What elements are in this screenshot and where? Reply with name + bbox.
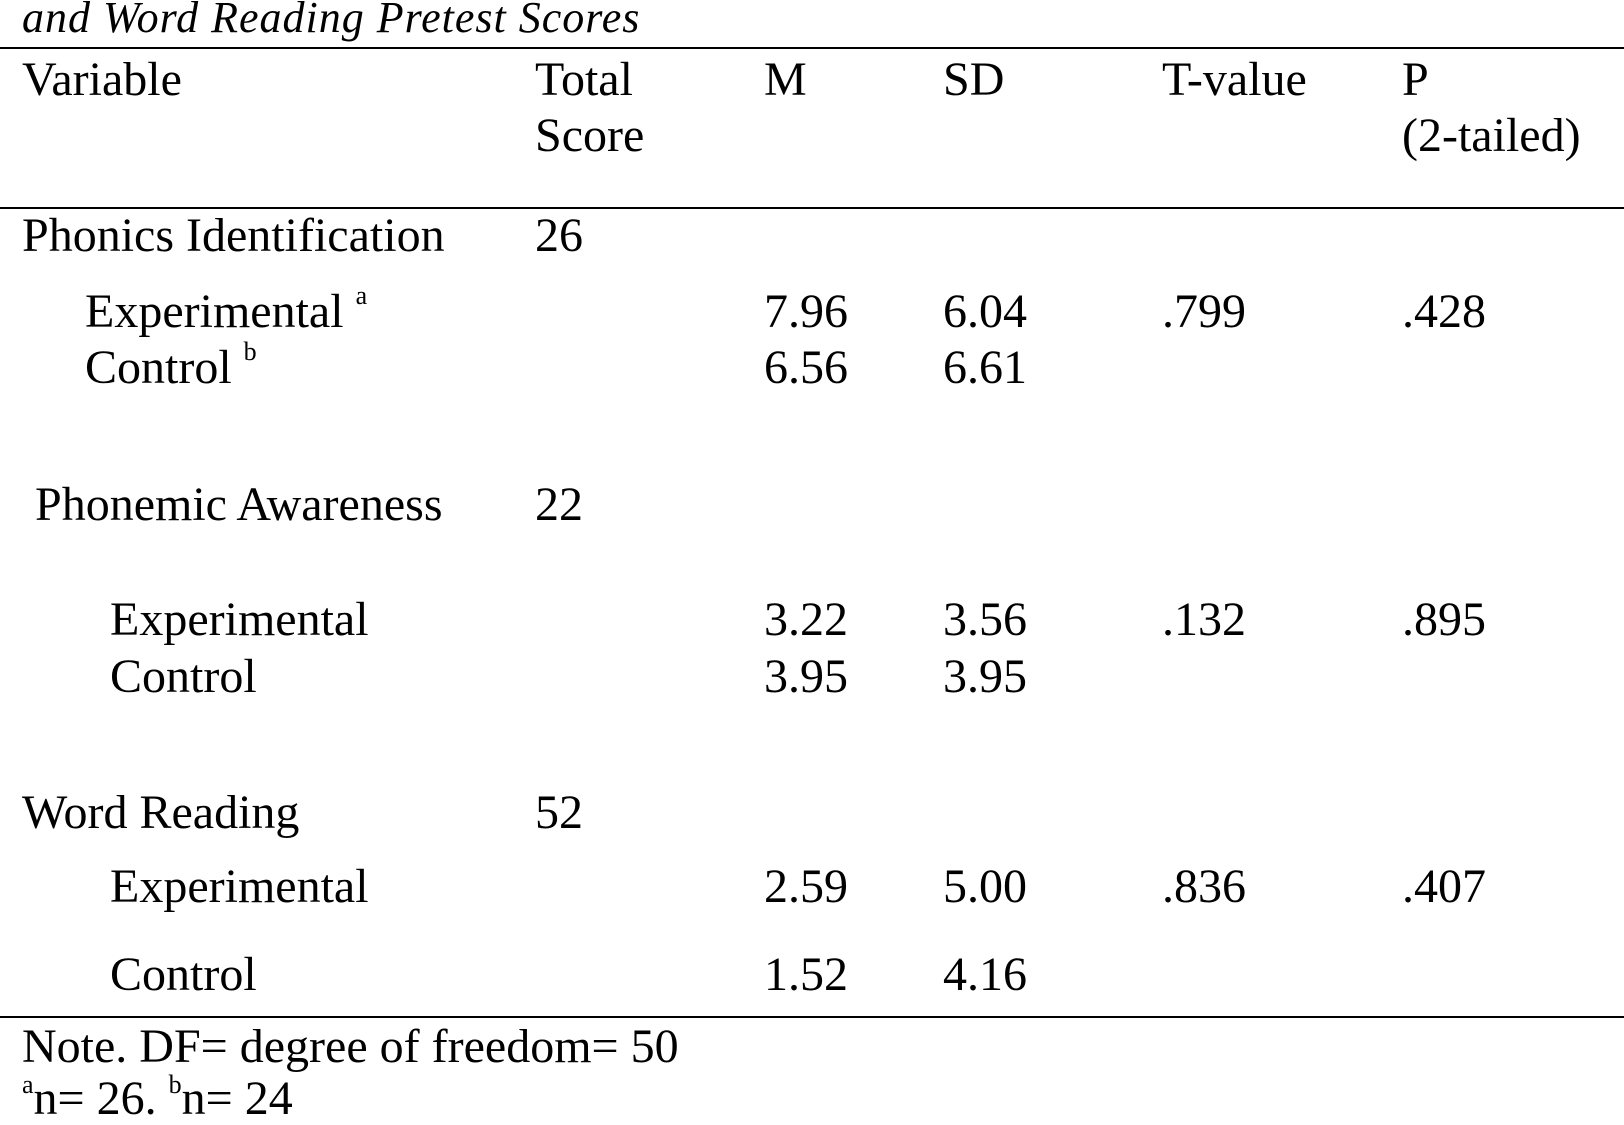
table-footnote-sample-sizes: an= 26. bn= 24	[22, 1072, 293, 1125]
cell-sd: 6.04	[943, 285, 1027, 338]
header-p-line1: P	[1402, 53, 1429, 106]
row-label-control: Control	[110, 650, 257, 703]
table-note: Note. DF= degree of freedom= 50	[22, 1020, 679, 1073]
header-total-line1: Total	[535, 53, 633, 106]
row-label-control: Control	[110, 948, 257, 1001]
header-t-value: T-value	[1162, 53, 1307, 106]
footnote-b-text: n= 24	[181, 1072, 293, 1125]
header-sd: SD	[943, 53, 1005, 106]
row-label-experimental: Experimental	[110, 593, 369, 646]
group-variable-word-reading: Word Reading	[22, 786, 300, 839]
header-variable: Variable	[22, 53, 182, 106]
cell-m: 1.52	[764, 948, 848, 1001]
cell-sd: 4.16	[943, 948, 1027, 1001]
group-total-phonics: 26	[535, 209, 583, 262]
row-label-control: Control b	[85, 339, 257, 394]
cell-t-value: .799	[1162, 285, 1246, 338]
cell-m: 3.95	[764, 650, 848, 703]
cell-m: 2.59	[764, 860, 848, 913]
top-rule	[0, 47, 1624, 49]
table-caption: and Word Reading Pretest Scores	[22, 0, 641, 42]
footnote-marker-a: a	[22, 1070, 34, 1099]
footnote-marker-a: a	[355, 281, 368, 310]
cell-sd: 5.00	[943, 860, 1027, 913]
footnote-marker-b: b	[243, 337, 257, 366]
cell-m: 7.96	[764, 285, 848, 338]
bottom-rule	[0, 1016, 1624, 1018]
row-label-text: Control	[85, 341, 232, 394]
cell-sd: 6.61	[943, 341, 1027, 394]
group-variable-phonics: Phonics Identification	[22, 209, 445, 262]
cell-p: .407	[1402, 860, 1486, 913]
group-total-phonemic: 22	[535, 478, 583, 531]
cell-t-value: .132	[1162, 593, 1246, 646]
cell-sd: 3.56	[943, 593, 1027, 646]
group-variable-phonemic: Phonemic Awareness	[35, 478, 443, 531]
cell-sd: 3.95	[943, 650, 1027, 703]
cell-m: 6.56	[764, 341, 848, 394]
header-total-line2: Score	[535, 109, 645, 162]
row-label-experimental: Experimental a	[85, 283, 367, 338]
footnote-a-text: n= 26.	[33, 1072, 169, 1125]
cell-t-value: .836	[1162, 860, 1246, 913]
header-m: M	[764, 53, 807, 106]
cell-m: 3.22	[764, 593, 848, 646]
header-p-line2: (2-tailed)	[1402, 109, 1581, 162]
row-label-experimental: Experimental	[110, 860, 369, 913]
cell-p: .428	[1402, 285, 1486, 338]
footnote-marker-b: b	[168, 1070, 182, 1099]
group-total-word-reading: 52	[535, 786, 583, 839]
cell-p: .895	[1402, 593, 1486, 646]
row-label-text: Experimental	[85, 285, 344, 338]
header-rule	[0, 207, 1624, 209]
